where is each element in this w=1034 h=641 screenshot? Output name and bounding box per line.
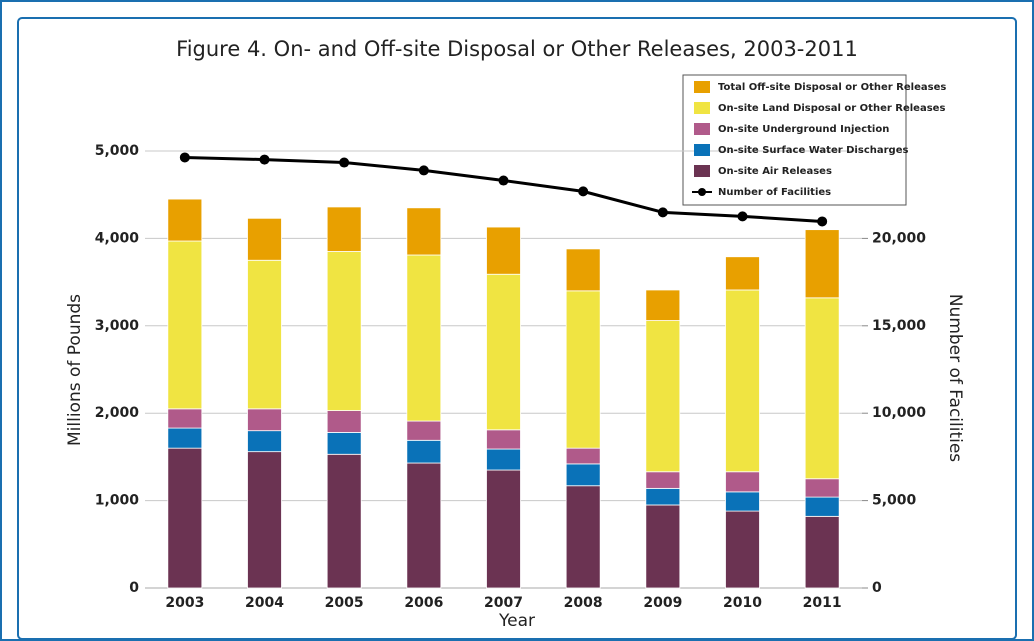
legend: [682, 74, 907, 206]
bar-segment: [645, 471, 681, 489]
legend-swatch: [694, 123, 710, 135]
bar-segment: [167, 447, 203, 589]
x-tick-label: 2011: [803, 595, 842, 611]
x-tick-label: 2003: [165, 595, 204, 611]
bar-segment: [725, 256, 760, 291]
legend-swatch: [694, 144, 710, 156]
bar-segment: [406, 420, 442, 441]
bar-segment: [326, 206, 362, 252]
bar-segment: [406, 254, 442, 422]
bar-segment: [326, 251, 362, 411]
y-tick-label: 2,000: [95, 405, 140, 421]
y-tick-label: 3,000: [95, 318, 140, 334]
bar-segment: [804, 496, 840, 517]
legend-swatch: [694, 81, 710, 93]
y-tick-label: 5,000: [95, 143, 140, 159]
facility-point: [657, 207, 668, 218]
facility-point: [578, 186, 589, 197]
bar-segment: [645, 504, 681, 589]
legend-label: On-site Land Disposal or Other Releases: [718, 103, 945, 114]
legend-swatch: [694, 102, 710, 114]
chart-title: Figure 4. On- and Off-site Disposal or O…: [176, 37, 858, 61]
bar-segment: [247, 408, 282, 432]
facility-point: [418, 165, 429, 176]
bar-segment: [326, 453, 362, 589]
bar-segment: [247, 430, 282, 453]
legend-label: Number of Facilities: [718, 187, 831, 198]
bar-segment: [167, 427, 203, 449]
bar-segment: [804, 297, 840, 480]
bar-segment: [645, 487, 681, 506]
facility-point: [498, 175, 509, 186]
bar-segment: [565, 290, 601, 449]
facility-point: [737, 211, 748, 222]
y2-tick-label: 5,000: [872, 493, 917, 509]
bar-segment: [725, 491, 760, 512]
facility-point: [259, 154, 270, 165]
legend-marker: [698, 188, 706, 196]
bar-segment: [804, 515, 840, 589]
bar-segment: [326, 432, 362, 455]
bar-segment: [486, 448, 521, 471]
x-tick-label: 2008: [564, 595, 603, 611]
bar-segment: [167, 408, 203, 429]
x-tick-label: 2005: [325, 595, 364, 611]
inner-frame: [17, 17, 1017, 640]
bar-segment: [645, 320, 681, 473]
x-tick-label: 2007: [484, 595, 523, 611]
bar-segment: [486, 273, 521, 431]
bar-segment: [406, 207, 442, 256]
bar-segment: [565, 248, 601, 292]
x-tick-label: 2009: [643, 595, 682, 611]
y-tick-label: 1,000: [95, 493, 140, 509]
y-tick-label: 4,000: [95, 230, 140, 246]
bar-segment: [645, 289, 681, 321]
bar-segment: [406, 439, 442, 464]
bar-segment: [406, 462, 442, 589]
x-tick-label: 2010: [723, 595, 762, 611]
y2-tick-label: 20,000: [872, 230, 926, 246]
bar-segment: [565, 463, 601, 487]
y2-tick-label: 10,000: [872, 405, 926, 421]
bar-segment: [486, 429, 521, 450]
bar-segment: [725, 289, 760, 473]
bar-segment: [725, 510, 760, 589]
legend-label: On-site Underground Injection: [718, 124, 889, 135]
bar-segment: [167, 240, 203, 410]
legend-swatch: [694, 165, 710, 177]
x-axis-label: Year: [498, 611, 535, 631]
legend-label: Total Off-site Disposal or Other Release…: [718, 82, 946, 93]
bar-segment: [326, 410, 362, 433]
legend-label: On-site Surface Water Discharges: [718, 145, 908, 156]
facility-point: [339, 157, 350, 168]
y2-axis-label: Number of Facilities: [945, 294, 965, 462]
bar-segment: [486, 469, 521, 589]
x-tick-label: 2006: [404, 595, 443, 611]
bar-segment: [247, 217, 282, 261]
y2-tick-label: 15,000: [872, 318, 926, 334]
bar-segment: [565, 447, 601, 465]
bar-segment: [247, 451, 282, 589]
legend-label: On-site Air Releases: [718, 166, 832, 177]
facility-point: [179, 152, 190, 163]
bar-segment: [804, 478, 840, 498]
bar-segment: [565, 485, 601, 589]
bar-segment: [804, 229, 840, 299]
y2-tick-label: 0: [872, 580, 882, 596]
x-tick-label: 2004: [245, 595, 284, 611]
bar-segment: [486, 226, 521, 275]
y-axis-label: Millions of Pounds: [65, 294, 85, 446]
bar-segment: [167, 198, 203, 242]
bar-segment: [725, 471, 760, 493]
bar-segment: [247, 259, 282, 410]
y-tick-label: 0: [129, 580, 139, 596]
facility-point: [817, 216, 828, 227]
